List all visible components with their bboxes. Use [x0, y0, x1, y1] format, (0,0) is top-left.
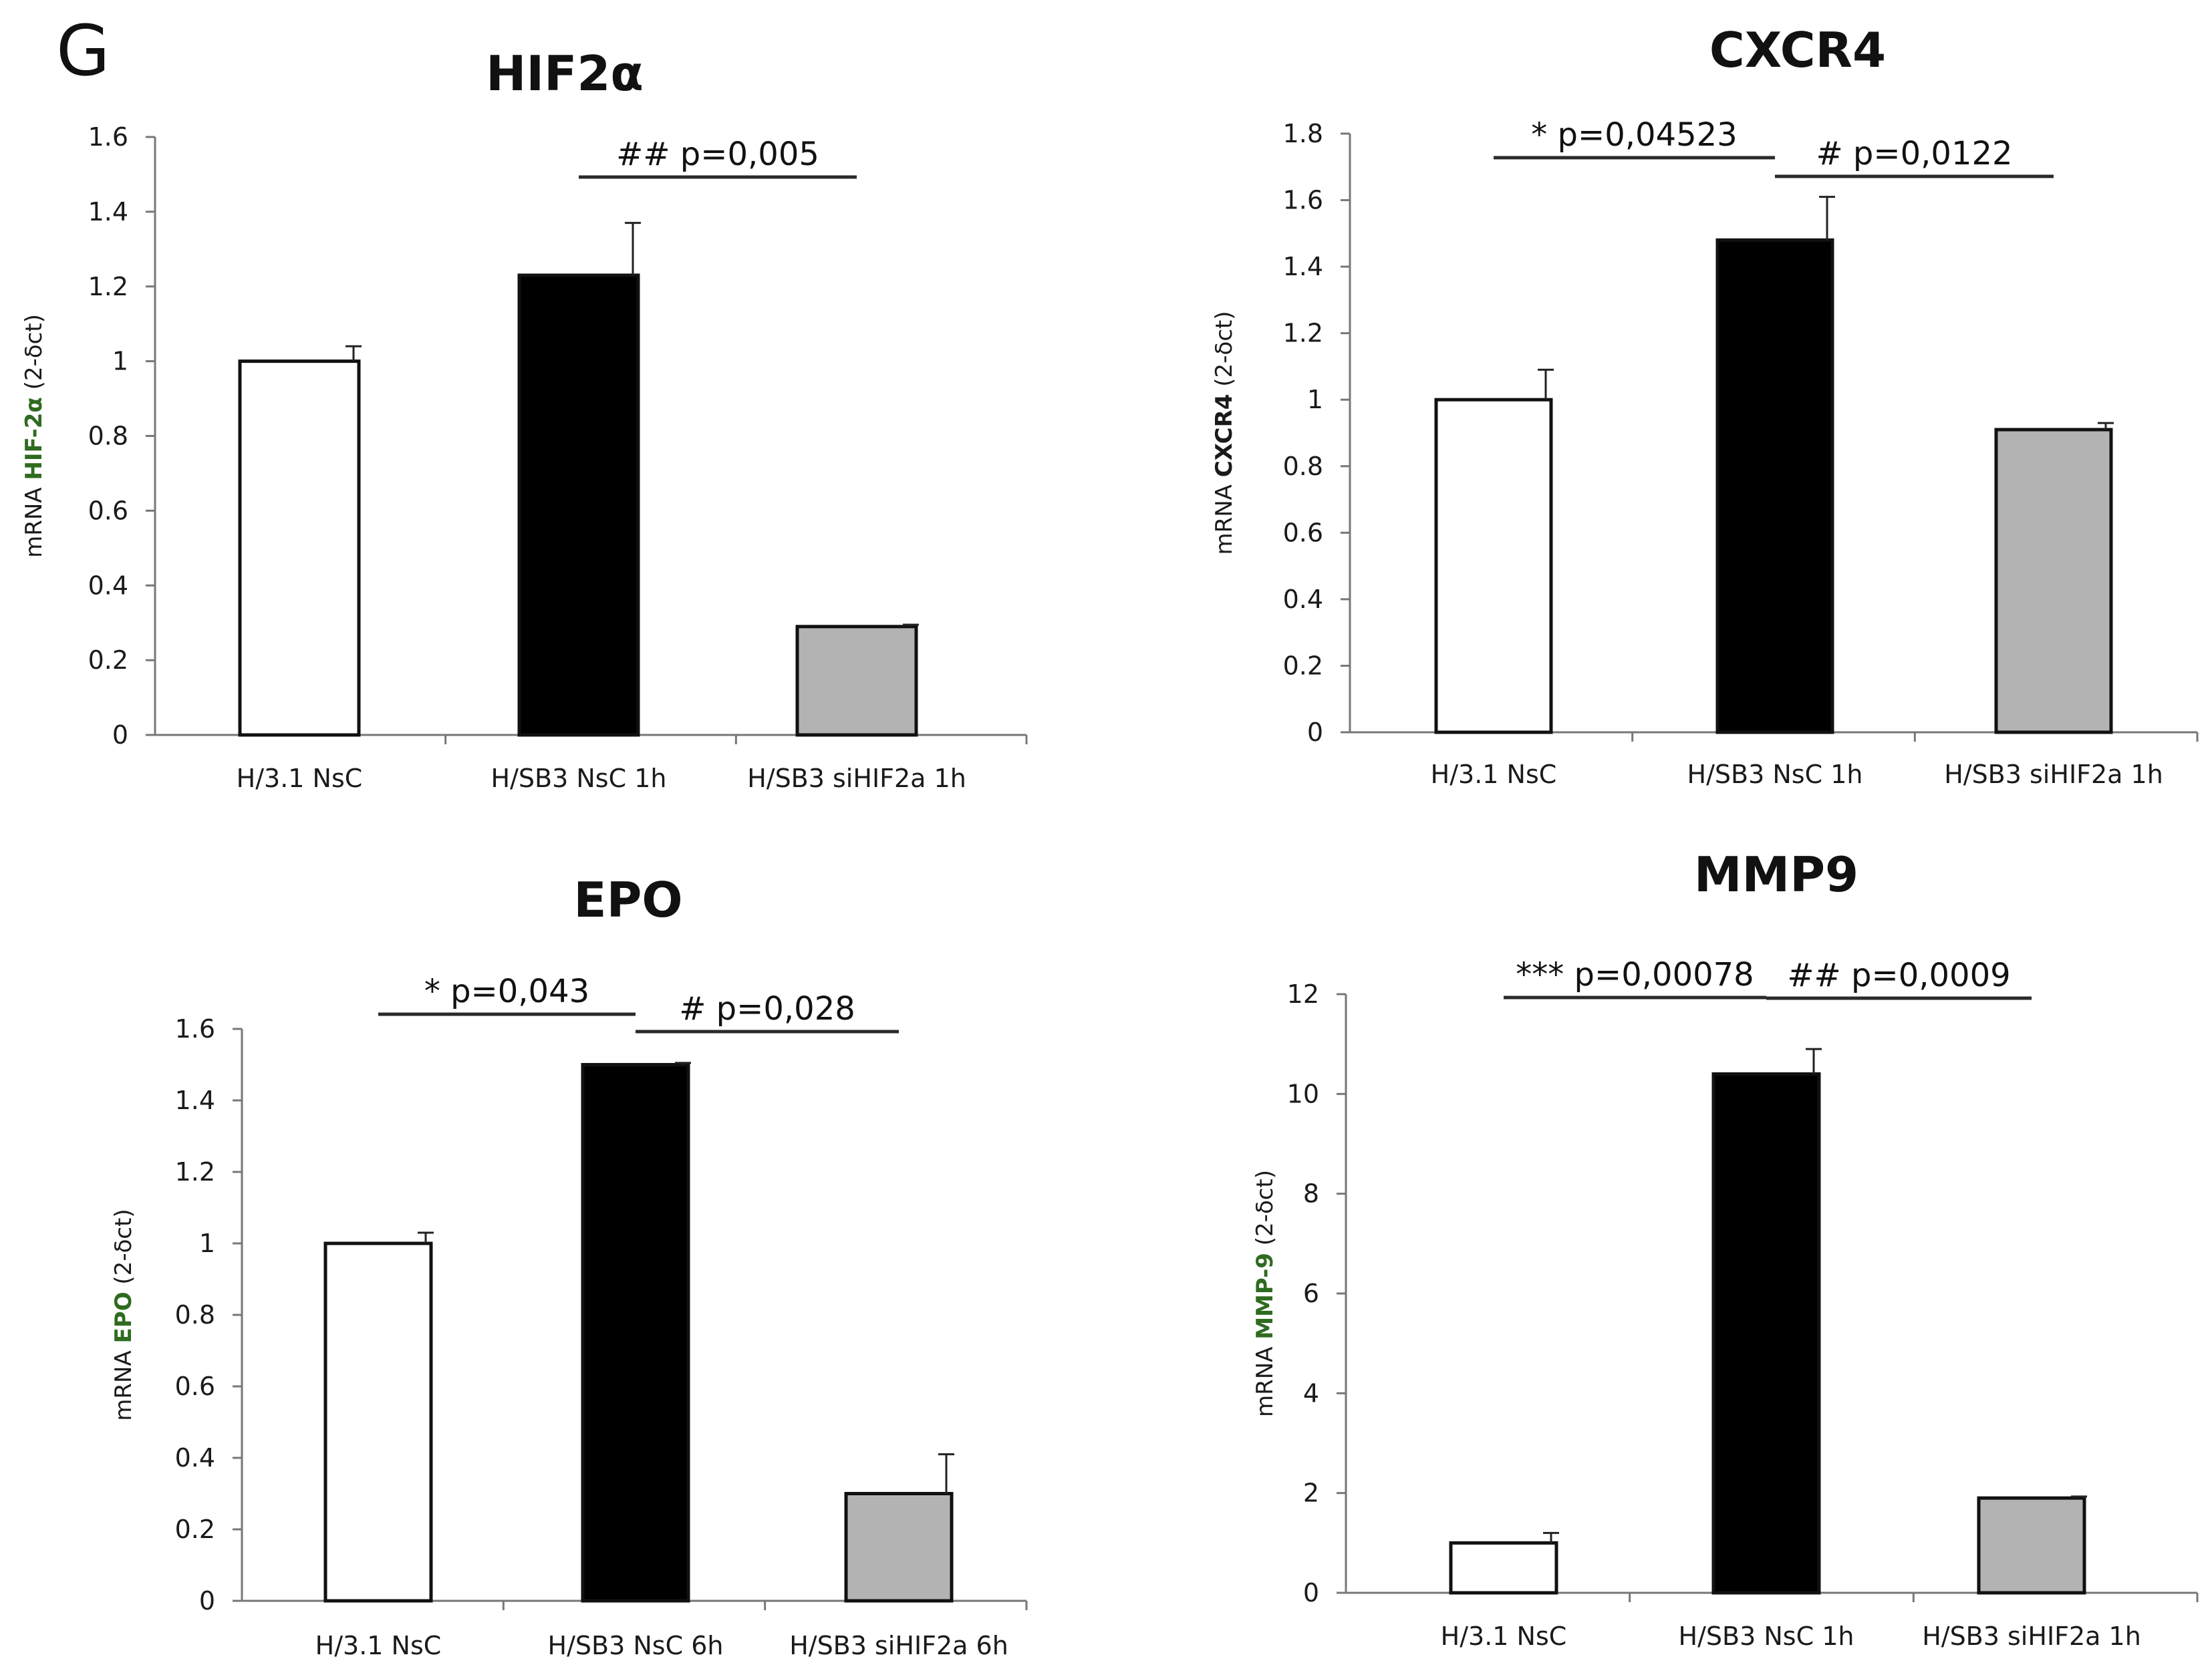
y-tick-label: 0	[1303, 1578, 1319, 1608]
y-tick-label: 1.2	[175, 1157, 215, 1187]
chart-3: EPO 0 0.2 0.4 0.6 0.8 1 1.2 1.4 1.6 H/3.1 NsC H/SB3…	[110, 872, 1028, 1660]
y-axis-label-prefix: mRNA	[1252, 1340, 1278, 1417]
chart-title: CXCR4	[1709, 22, 1886, 78]
y-tick-label: 0.8	[1283, 452, 1323, 481]
category-label: H/SB3 siHIF2a 1h	[1944, 760, 2163, 789]
y-axis-label-suffix: (2-δct)	[110, 1209, 137, 1291]
y-tick-label: 12	[1287, 979, 1319, 1009]
y-axis-label-gene: EPO	[110, 1291, 137, 1343]
y-tick-label: 1.4	[88, 197, 128, 226]
category-label: H/SB3 NsC 1h	[1679, 1622, 1854, 1651]
chart-1: HIF2α 0 0.2 0.4 0.6 0.8 1 1.2 1.4 1.6 H/3.1 NsC H/S…	[21, 45, 1028, 793]
y-axis-label-suffix: (2-δct)	[1252, 1170, 1278, 1253]
bar	[517, 273, 640, 737]
bar	[1711, 1072, 1821, 1595]
y-tick-label: 0	[1307, 718, 1323, 747]
bar	[1977, 1496, 2086, 1595]
y-axis-label-prefix: mRNA	[110, 1343, 137, 1420]
significance-label: # p=0,028	[679, 990, 855, 1028]
y-axis-label-gene: MMP-9	[1252, 1253, 1278, 1340]
significance-label: * p=0,04523	[1531, 116, 1737, 154]
y-axis-label: mRNA EPO (2-δct)	[110, 1209, 137, 1420]
y-tick-label: 0	[112, 720, 128, 750]
category-label: H/3.1 NsC	[1431, 760, 1557, 789]
y-tick-label: 10	[1287, 1079, 1319, 1108]
y-axis-label-suffix: (2-δct)	[1211, 311, 1238, 394]
y-axis-label-suffix: (2-δct)	[21, 314, 47, 397]
y-tick-label: 0.8	[88, 422, 128, 451]
y-tick-label: 0.8	[175, 1300, 215, 1330]
charts-group: HIF2α 0 0.2 0.4 0.6 0.8 1 1.2 1.4 1.6 H/3.1 NsC H/S…	[21, 22, 2199, 1660]
category-label: H/SB3 NsC 6h	[548, 1631, 724, 1660]
bar	[1715, 238, 1834, 734]
y-tick-label: 0.2	[175, 1515, 215, 1544]
y-axis-label-gene: HIF-2α	[21, 397, 47, 480]
y-tick-label: 1.6	[88, 122, 128, 152]
y-tick-label: 1.2	[88, 272, 128, 301]
category-label: H/SB3 NsC 1h	[491, 764, 667, 793]
chart-title: HIF2α	[486, 45, 644, 102]
chart-title: EPO	[573, 872, 682, 928]
category-label: H/SB3 siHIF2a 1h	[1922, 1622, 2141, 1651]
y-axis-label-prefix: mRNA	[21, 480, 47, 558]
category-label: H/3.1 NsC	[315, 1631, 442, 1660]
chart-2: CXCR4 0 0.2 0.4 0.6 0.8 1 1.2 1.4 1.6 1.8 H/3.1 NsC…	[1211, 22, 2199, 789]
category-label: H/SB3 NsC 1h	[1687, 760, 1863, 789]
y-tick-label: 1.8	[1283, 119, 1323, 148]
bar	[1449, 1541, 1558, 1595]
y-tick-label: 0.6	[88, 496, 128, 525]
y-tick-label: 0.2	[1283, 651, 1323, 680]
bar	[238, 359, 361, 737]
y-tick-label: 1.2	[1283, 319, 1323, 348]
bar	[795, 625, 918, 737]
significance-label: ## p=0,005	[616, 136, 819, 173]
y-tick-label: 1.6	[1283, 186, 1323, 215]
significance-label: *** p=0,00078	[1516, 956, 1754, 994]
y-tick-label: 1	[112, 347, 128, 376]
category-label: H/3.1 NsC	[237, 764, 363, 793]
y-tick-label: 0.4	[1283, 585, 1323, 614]
y-tick-label: 0.4	[175, 1443, 215, 1473]
category-label: H/3.1 NsC	[1441, 1622, 1567, 1651]
y-tick-label: 1.6	[175, 1014, 215, 1044]
panel-label: G	[56, 10, 110, 92]
y-tick-label: 2	[1303, 1479, 1319, 1508]
y-tick-label: 0.6	[175, 1372, 215, 1401]
category-label: H/SB3 siHIF2a 6h	[789, 1631, 1008, 1660]
y-tick-label: 4	[1303, 1378, 1319, 1408]
category-label: H/SB3 siHIF2a 1h	[747, 764, 966, 793]
significance-label: * p=0,043	[424, 973, 589, 1010]
y-tick-label: 1	[1307, 385, 1323, 414]
y-tick-label: 0.6	[1283, 518, 1323, 547]
y-tick-label: 0.4	[88, 571, 128, 600]
y-tick-label: 1	[199, 1229, 215, 1258]
y-tick-label: 1.4	[175, 1086, 215, 1115]
y-tick-label: 0	[199, 1586, 215, 1616]
y-axis-label-prefix: mRNA	[1211, 477, 1238, 555]
chart-title: MMP9	[1694, 847, 1858, 903]
bar	[1434, 398, 1553, 734]
y-axis-label: mRNA HIF-2α (2-δct)	[21, 314, 47, 558]
y-tick-label: 1.4	[1283, 252, 1323, 281]
bar	[1994, 428, 2113, 734]
y-axis-label: mRNA CXCR4 (2-δct)	[1211, 311, 1238, 555]
bar	[323, 1241, 433, 1603]
y-tick-label: 6	[1303, 1279, 1319, 1308]
bar	[581, 1063, 690, 1603]
significance-label: ## p=0,0009	[1787, 957, 2010, 994]
bar	[844, 1492, 954, 1603]
y-tick-label: 0.2	[88, 645, 128, 675]
y-axis-label: mRNA MMP-9 (2-δct)	[1252, 1170, 1278, 1417]
chart-4: MMP9 0 2 4 6 8 10 12 H/3.1 NsC H/SB3 NsC 1h H/SB3 …	[1252, 847, 2199, 1651]
significance-label: # p=0,0122	[1816, 135, 2012, 172]
y-tick-label: 8	[1303, 1179, 1319, 1209]
y-axis-label-gene: CXCR4	[1211, 394, 1238, 478]
